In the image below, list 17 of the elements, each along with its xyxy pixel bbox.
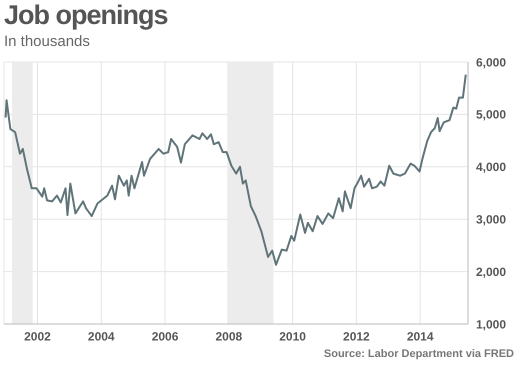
line-series <box>4 74 467 266</box>
x-tick-label: 2002 <box>24 330 52 344</box>
x-tick-label: 2006 <box>152 330 179 344</box>
y-tick-label: 3,000 <box>476 212 506 226</box>
x-tick-label: 2010 <box>279 330 306 344</box>
y-tick-label: 5,000 <box>476 108 506 122</box>
y-tick-label: 4,000 <box>476 160 506 174</box>
x-tick-label: 2008 <box>215 330 242 344</box>
x-tick-label: 2012 <box>343 330 370 344</box>
chart-title: Job openings <box>4 0 168 31</box>
chart-subtitle: In thousands <box>4 33 90 50</box>
source-note: Source: Labor Department via FRED <box>324 348 514 360</box>
y-tick-label: 1,000 <box>476 317 506 332</box>
x-tick-label: 2014 <box>406 330 434 344</box>
y-tick-label: 2,000 <box>476 264 506 279</box>
x-tick-label: 2004 <box>88 330 115 344</box>
y-tick-label: 6,000 <box>476 55 506 70</box>
